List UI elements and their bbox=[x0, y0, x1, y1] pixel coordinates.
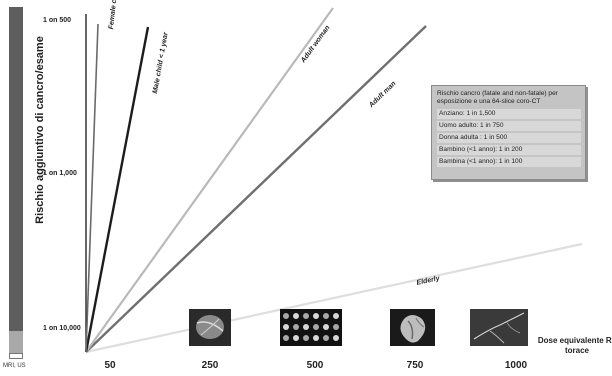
angiography-image bbox=[189, 309, 231, 346]
risk-bar-none bbox=[9, 353, 23, 359]
x-axis-title-line1: Dose equivalente Rx bbox=[537, 336, 612, 345]
risk-bar-high bbox=[9, 7, 23, 331]
line-male-child bbox=[84, 26, 150, 353]
scintigraphy-frame bbox=[283, 313, 289, 319]
scintigraphy-frame bbox=[293, 313, 299, 319]
scintigraphy-frame bbox=[333, 313, 339, 319]
x-tick-750: 750 bbox=[406, 360, 424, 371]
risk-bar-caption: MRI, US bbox=[3, 363, 26, 369]
scintigraphy-frame bbox=[293, 335, 299, 341]
risk-bar-low bbox=[9, 331, 23, 353]
x-axis-title-line2: torace bbox=[564, 346, 589, 355]
legend-item-adult-woman: Donna adulta : 1 in 500 bbox=[437, 133, 581, 143]
line-female-child bbox=[85, 23, 99, 353]
legend-item-male-child: Bambino (<1 anno): 1 in 200 bbox=[437, 145, 581, 155]
scintigraphy-frame bbox=[293, 324, 299, 330]
scintigraphy-frame bbox=[323, 313, 329, 319]
scintigraphy-frame bbox=[313, 324, 319, 330]
scintigraphy-frame bbox=[283, 335, 289, 341]
scintigraphy-frame bbox=[283, 324, 289, 330]
x-tick-50: 50 bbox=[104, 360, 116, 371]
scintigraphy-frame bbox=[333, 335, 339, 341]
scintigraphy-frame bbox=[323, 335, 329, 341]
line-adult-woman bbox=[85, 7, 334, 353]
scintigraphy-image bbox=[280, 309, 342, 346]
y-tick-1-on-1000: 1 on 1,000 bbox=[43, 170, 77, 177]
x-tick-500: 500 bbox=[306, 360, 324, 371]
y-tick-1-on-500: 1 on 500 bbox=[43, 17, 72, 24]
scintigraphy-frame bbox=[303, 313, 309, 319]
scintigraphy-frame bbox=[303, 335, 309, 341]
line-adult-man bbox=[85, 25, 427, 353]
x-tick-250: 250 bbox=[201, 360, 219, 371]
scintigraphy-frame bbox=[333, 324, 339, 330]
scintigraphy-frame bbox=[323, 324, 329, 330]
x-axis-title: Dose equivalente Rx torace bbox=[537, 336, 612, 356]
legend-item-adult-man: Uomo adulto: 1 in 750 bbox=[437, 121, 581, 131]
cardiac-ct-image bbox=[390, 309, 435, 346]
legend-item-female-child: Bambina (<1 anno): 1 in 100 bbox=[437, 157, 581, 167]
scintigraphy-frame bbox=[313, 335, 319, 341]
line-elderly bbox=[85, 242, 583, 354]
legend-title: Rischio cancro (fatale and non-fatale) p… bbox=[437, 90, 558, 105]
risk-legend: Rischio cancro (fatale and non-fatale) p… bbox=[431, 85, 586, 180]
y-tick-1-on-10000: 1 on 10,000 bbox=[43, 325, 81, 332]
coronary-angiogram-image bbox=[470, 309, 528, 346]
x-tick-1000: 1000 bbox=[504, 360, 528, 371]
legend-item-elderly: Anziano: 1 in 1,500 bbox=[437, 109, 581, 119]
scintigraphy-frame bbox=[303, 324, 309, 330]
scintigraphy-frame bbox=[313, 313, 319, 319]
